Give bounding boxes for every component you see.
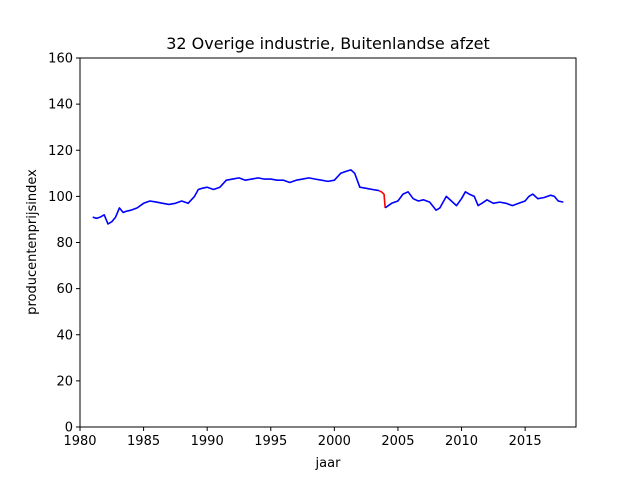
y-axis-label: producentenprijsindex — [25, 169, 40, 315]
y-tick-label: 120 — [48, 144, 73, 159]
y-tick-label: 20 — [56, 374, 73, 389]
x-tick-label: 1985 — [127, 434, 160, 449]
y-tick-label: 60 — [56, 282, 73, 297]
chart-title: 32 Overige industrie, Buitenlandse afzet — [166, 34, 490, 53]
axes-layer: 1980 1985 1990 1995 2000 2005 2010 2015 0 20 40 60 8… — [48, 52, 577, 449]
x-axis-label: jaar — [315, 456, 342, 471]
series-line-3 — [384, 191, 564, 211]
series-line-1 — [92, 169, 380, 225]
x-tick-label: 2000 — [318, 434, 351, 449]
x-tick-label: 1990 — [191, 434, 224, 449]
y-tick-label: 40 — [56, 328, 73, 343]
y-tick-label: 160 — [48, 52, 73, 67]
x-tick-label: 2015 — [509, 434, 542, 449]
x-tick-label: 1995 — [254, 434, 287, 449]
series-line-2 — [378, 189, 386, 208]
x-tick-label: 1980 — [63, 434, 96, 449]
y-tick-label: 0 — [65, 421, 73, 436]
y-tick-label: 80 — [56, 236, 73, 251]
y-tick-label: 100 — [48, 190, 73, 205]
y-tick-label: 140 — [48, 98, 73, 113]
x-tick-label: 2005 — [381, 434, 414, 449]
series-layer — [92, 169, 564, 225]
x-tick-label: 2010 — [445, 434, 478, 449]
